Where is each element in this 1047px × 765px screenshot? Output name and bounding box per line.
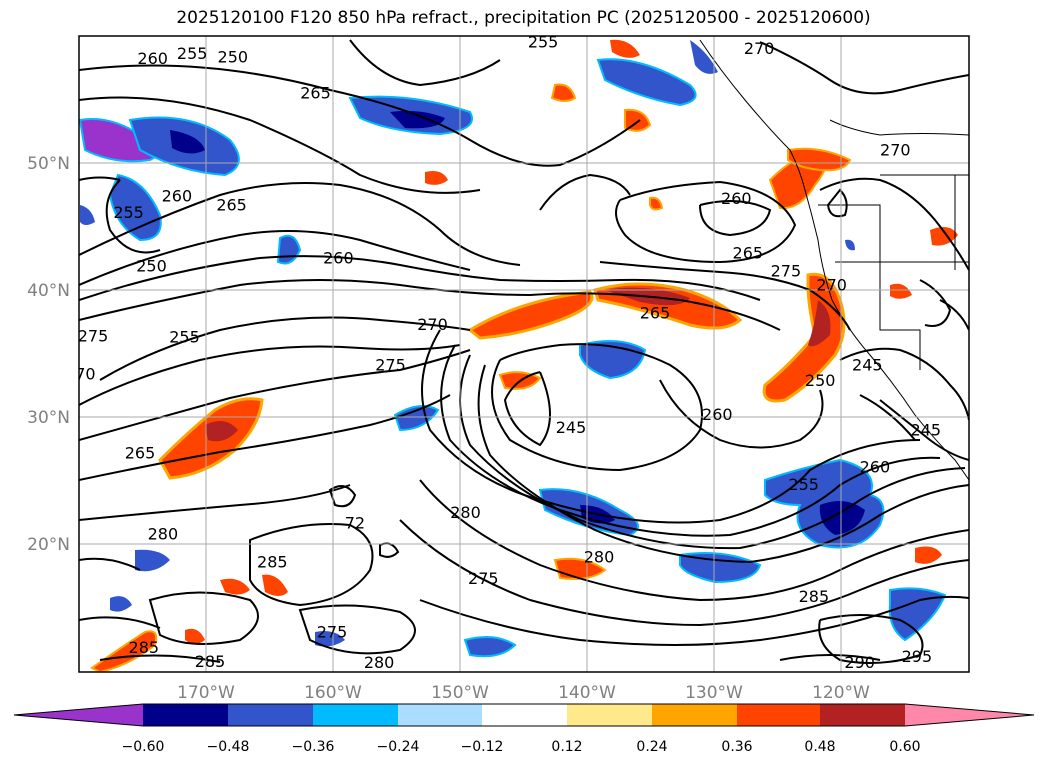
contour-label: 245 [556,418,587,437]
contour-labels: 260 255 250 265 255 270 270 260 265 255 260 250 260 2… [65,32,942,672]
latitude-ticks: 50°N 40°N 30°N 20°N [27,154,70,555]
contour-label: 275 [468,569,499,588]
contour-label: 285 [129,638,160,657]
lat-tick-label: 40°N [27,281,70,301]
contour-label: 265 [125,443,156,462]
contour-label: 270 [744,39,775,58]
contour-label: 280 [450,503,481,522]
colorbar-label: 0.36 [721,739,752,755]
colorbar-label: −0.60 [122,739,165,755]
contour-label: 250 [218,48,249,67]
lon-tick-label: 150°W [431,683,489,703]
contour-label: 285 [195,652,226,671]
contour-label: 270 [417,315,448,334]
contour-label: 250 [136,256,167,275]
contour-label: 275 [78,326,109,345]
contour-label: 260 [721,189,752,208]
contour-label: 255 [177,44,208,63]
colorbar-segment [313,704,398,726]
contour-label: 265 [300,83,331,102]
contour-label: 280 [584,548,615,567]
lon-tick-label: 140°W [558,683,616,703]
contour-label: 275 [375,356,406,375]
contour-label: 260 [702,405,733,424]
contour-label: 275 [771,261,802,280]
contour-label: 255 [169,328,200,347]
colorbar-extension-left [14,704,143,726]
contour-label: 275 [317,623,348,642]
colorbar-label: 0.60 [889,739,920,755]
contour-label: 270 [880,141,911,160]
colorbar-labels: −0.60 −0.48 −0.36 −0.24 −0.12 0.12 0.24 … [122,739,921,755]
colorbar-label: 0.12 [551,739,582,755]
colorbar-segment [228,704,313,726]
colorbar-segment [567,704,652,726]
colorbar-segment [652,704,737,726]
contour-label: 265 [733,244,764,263]
contour-label: 290 [844,653,875,672]
colorbar-label: −0.12 [461,739,504,755]
contour-label: 280 [364,653,395,672]
colorbar-label: 0.24 [636,739,667,755]
contour-label: 72 [345,513,365,532]
colorbar-extension-right [905,704,1034,726]
contour-label: 285 [799,587,830,606]
colorbar-segment [820,704,905,726]
lat-tick-label: 50°N [27,154,70,174]
colorbar-segment [398,704,482,726]
lon-tick-label: 170°W [177,683,235,703]
colorbar-segment [482,704,567,726]
lon-tick-label: 120°W [812,683,870,703]
longitude-ticks: 170°W 160°W 150°W 140°W 130°W 120°W [177,683,870,703]
contour-label: 265 [640,303,671,322]
contour-label: 270 [816,275,847,294]
contour-label: 255 [528,32,559,51]
lon-tick-label: 160°W [304,683,362,703]
graticule [79,36,969,672]
contour-label: 295 [902,647,933,666]
contour-label: 285 [257,553,288,572]
contour-label: 270 [65,364,96,383]
colorbar-label: −0.48 [207,739,250,755]
precip-negative-fields [79,40,947,658]
contour-label: 245 [852,356,883,375]
colorbar-outline [13,703,1035,727]
contour-label: 260 [323,249,354,268]
lon-tick-label: 130°W [685,683,743,703]
map-frame [78,35,970,673]
coastlines [699,39,969,481]
contour-label: 255 [113,203,144,222]
colorbar: −0.60 −0.48 −0.36 −0.24 −0.12 0.12 0.24 … [13,703,1035,755]
contour-label: 260 [162,186,193,205]
page-title: 2025120100 F120 850 hPa refract., precip… [176,8,871,28]
lat-tick-label: 20°N [27,535,70,555]
colorbar-label: 0.48 [804,739,835,755]
contour-label: 265 [216,195,247,214]
colorbar-label: −0.36 [292,739,335,755]
contour-label: 250 [805,371,836,390]
colorbar-segment [143,704,228,726]
contour-label: 280 [148,525,179,544]
refractivity-contours [79,39,969,665]
contour-label: 245 [911,420,942,439]
lat-tick-label: 30°N [27,408,70,428]
colorbar-segment [737,704,820,726]
contour-label: 260 [860,457,891,476]
colorbar-label: −0.24 [377,739,420,755]
contour-label: 255 [788,475,819,494]
contour-label: 260 [137,49,168,68]
